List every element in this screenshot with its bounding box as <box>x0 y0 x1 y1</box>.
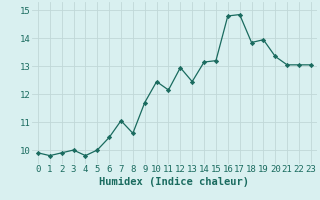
X-axis label: Humidex (Indice chaleur): Humidex (Indice chaleur) <box>100 177 249 187</box>
